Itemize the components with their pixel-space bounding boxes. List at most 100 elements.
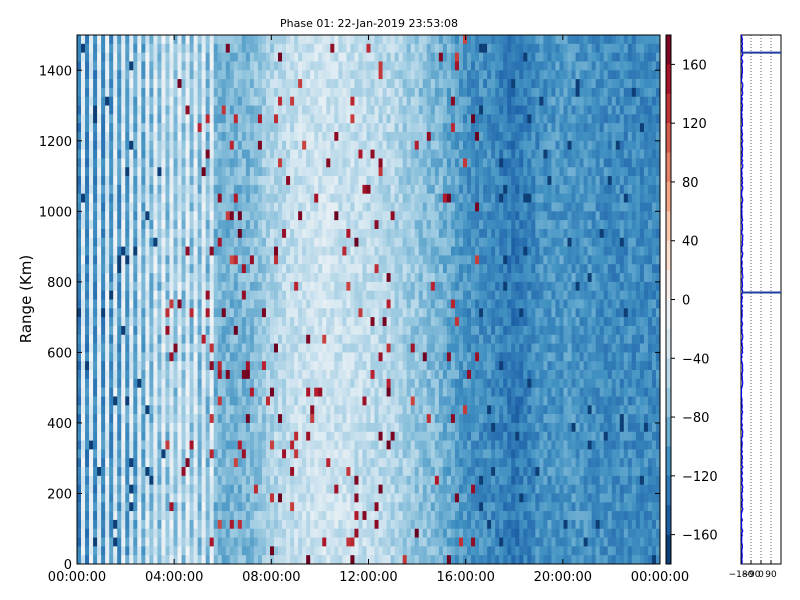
heatmap-cell: [189, 237, 194, 247]
heatmap-cell: [302, 422, 307, 433]
heatmap-cell: [241, 87, 247, 98]
heatmap-cell: [153, 158, 158, 168]
heatmap-cell: [378, 475, 383, 485]
heatmap-cell: [109, 299, 114, 309]
heatmap-cell: [129, 70, 134, 80]
heatmap-cell: [109, 396, 114, 406]
heatmap-cell: [274, 114, 279, 124]
heatmap-cell: [362, 246, 367, 256]
heatmap-cell: [145, 299, 150, 309]
heatmap-cell: [213, 167, 219, 177]
heatmap-cell: [141, 334, 146, 344]
heatmap-cell: [294, 61, 299, 71]
heatmap-cell: [245, 290, 251, 300]
heatmap-cell: [141, 87, 146, 98]
heatmap-cell: [133, 378, 138, 388]
heatmap-cell: [374, 264, 379, 274]
heatmap-cell: [346, 370, 351, 380]
heatmap-cell: [109, 475, 114, 485]
heatmap-cell: [201, 352, 206, 362]
heatmap-cell: [278, 519, 283, 530]
heatmap-cell: [145, 255, 150, 265]
heatmap-cell: [105, 87, 110, 98]
heatmap-cell: [129, 475, 134, 485]
heatmap-cell: [406, 193, 412, 203]
heatmap-cell: [338, 475, 343, 485]
heatmap-cell: [386, 131, 391, 142]
heatmap-cell: [390, 273, 395, 283]
heatmap-cell: [137, 475, 142, 485]
heatmap-cell: [386, 334, 391, 344]
heatmap-cell: [209, 176, 214, 186]
heatmap-cell: [257, 43, 263, 53]
heatmap-cell: [398, 334, 403, 344]
heatmap-cell: [366, 458, 371, 468]
heatmap-cell: [217, 325, 223, 336]
heatmap-cell: [318, 281, 323, 291]
heatmap-cell: [282, 449, 287, 459]
heatmap-cell: [93, 140, 98, 150]
heatmap-cell: [338, 334, 343, 344]
heatmap-cell: [278, 281, 283, 291]
heatmap-cell: [229, 281, 235, 291]
heatmap-cell: [326, 158, 331, 168]
heatmap-cell: [294, 246, 299, 256]
heatmap-cell: [85, 405, 90, 415]
heatmap-cell: [358, 378, 363, 388]
heatmap-cell: [153, 105, 158, 115]
heatmap-cell: [209, 528, 214, 538]
heatmap-cell: [113, 422, 118, 433]
heatmap-cell: [105, 370, 110, 380]
heatmap-cell: [378, 220, 383, 230]
heatmap-cell: [302, 70, 307, 80]
heatmap-cell: [229, 387, 235, 397]
heatmap-cell: [245, 555, 251, 565]
heatmap-cell: [173, 361, 178, 371]
heatmap-cell: [117, 255, 122, 265]
heatmap-cell: [181, 220, 186, 230]
heatmap-cell: [209, 290, 214, 300]
heatmap-cell: [274, 511, 279, 521]
heatmap-cell: [394, 343, 399, 353]
heatmap-cell: [89, 528, 94, 538]
heatmap-cell: [77, 528, 82, 538]
heatmap-cell: [249, 237, 255, 247]
heatmap-cell: [334, 440, 339, 450]
heatmap-cell: [346, 493, 351, 503]
heatmap-cell: [77, 555, 82, 565]
heatmap-cell: [201, 264, 206, 274]
heatmap-cell: [149, 158, 154, 168]
heatmap-cell: [286, 528, 291, 538]
heatmap-cell: [354, 167, 359, 177]
heatmap-cell: [241, 202, 247, 212]
heatmap-cell: [169, 149, 174, 159]
heatmap-cell: [265, 61, 271, 71]
heatmap-cell: [290, 352, 295, 362]
heatmap-cell: [133, 484, 138, 494]
heatmap-cell: [382, 378, 387, 388]
heatmap-cell: [221, 220, 227, 230]
heatmap-cell: [398, 202, 403, 212]
heatmap-cell: [306, 35, 311, 45]
heatmap-cell: [85, 317, 90, 327]
heatmap-cell: [257, 378, 263, 388]
heatmap-cell: [133, 546, 138, 556]
heatmap-cell: [330, 511, 335, 521]
heatmap-cell: [286, 87, 291, 98]
heatmap-cell: [169, 396, 174, 406]
heatmap-cell: [113, 290, 118, 300]
heatmap-cell: [221, 105, 227, 115]
heatmap-cell: [105, 343, 110, 353]
heatmap-cell: [89, 449, 94, 459]
heatmap-cell: [314, 299, 319, 309]
heatmap-cell: [153, 519, 158, 530]
heatmap-cell: [302, 334, 307, 344]
heatmap-cell: [406, 502, 412, 512]
heatmap-cell: [121, 149, 126, 159]
heatmap-cell: [362, 361, 367, 371]
heatmap-cell: [314, 79, 319, 89]
heatmap-cell: [286, 220, 291, 230]
heatmap-cell: [278, 43, 283, 53]
heatmap-cell: [113, 378, 118, 388]
heatmap-cell: [169, 246, 174, 256]
